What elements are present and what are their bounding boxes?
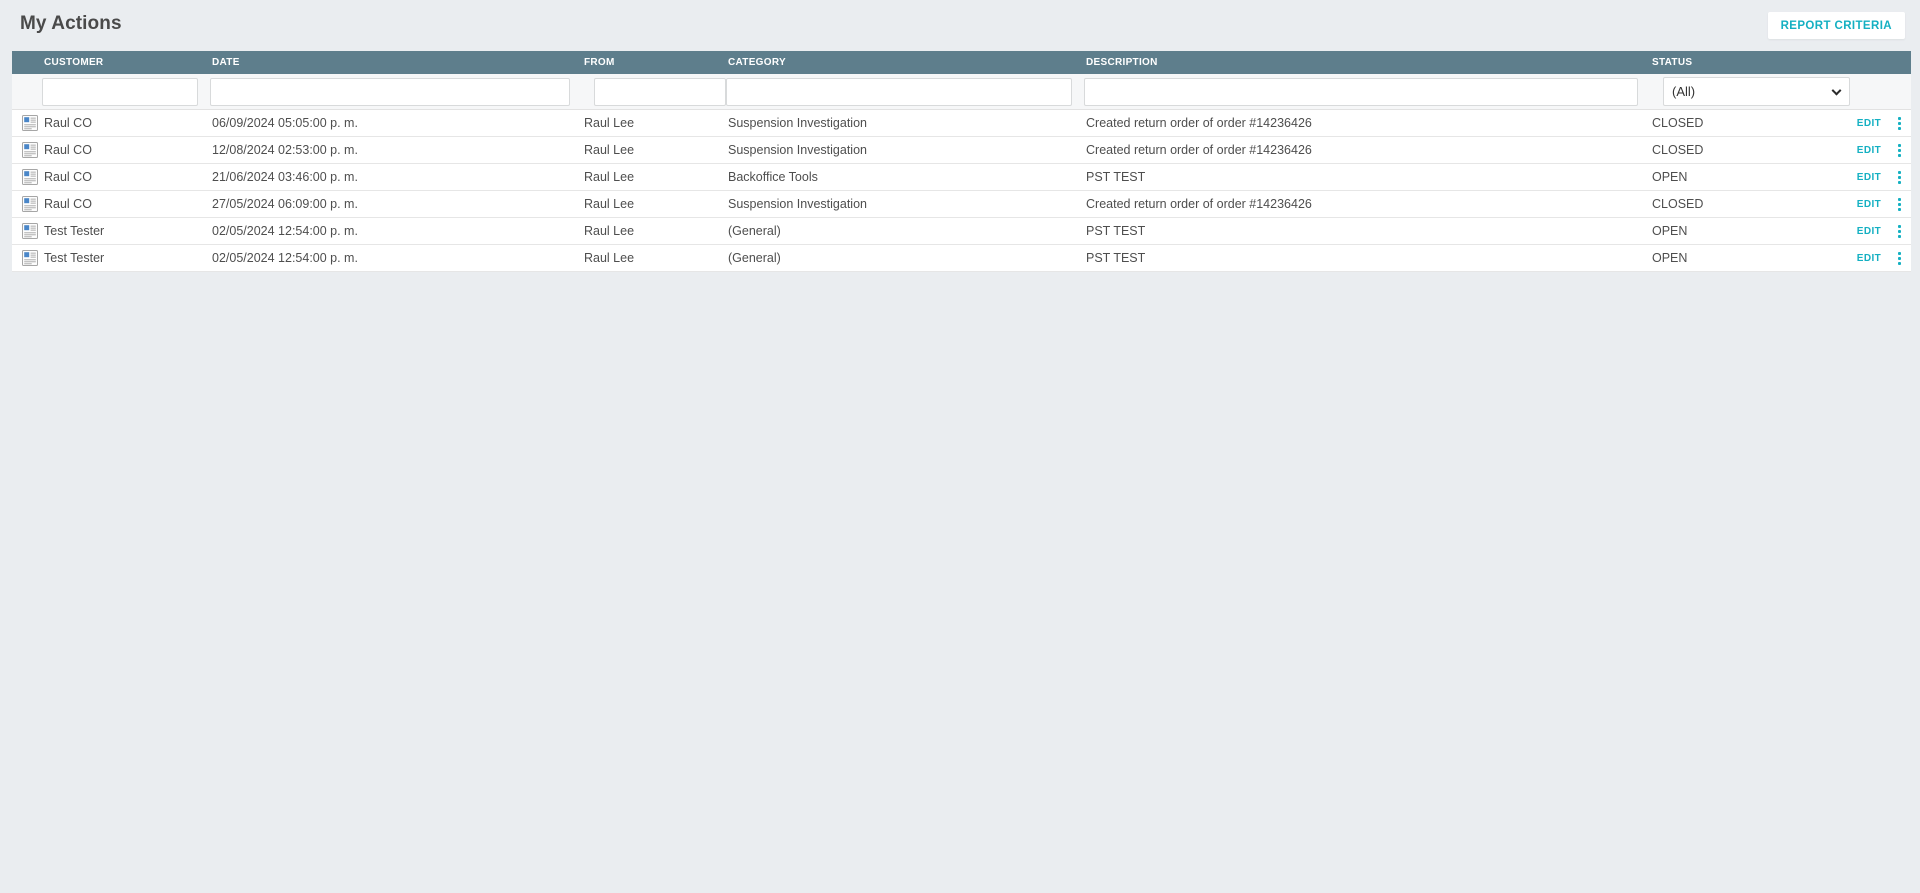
table-row: Raul CO 12/08/2024 02:53:00 p. m. Raul L…	[12, 137, 1911, 164]
cell-description: PST TEST	[1086, 251, 1146, 265]
document-note-icon	[22, 196, 38, 212]
cell-status: OPEN	[1652, 170, 1688, 184]
cell-status: OPEN	[1652, 224, 1688, 238]
cell-customer: Test Tester	[44, 224, 105, 238]
kebab-menu-icon[interactable]	[1895, 249, 1904, 268]
cell-status: OPEN	[1652, 251, 1688, 265]
kebab-menu-icon[interactable]	[1895, 222, 1904, 241]
table-filter-row: (All)	[12, 74, 1911, 110]
edit-link[interactable]: EDIT	[1856, 198, 1882, 210]
actions-table: CUSTOMER DATE FROM CATEGORY DESCRIPTION STATU…	[12, 51, 1911, 272]
cell-date: 06/09/2024 05:05:00 p. m.	[212, 116, 358, 130]
cell-date: 27/05/2024 06:09:00 p. m.	[212, 197, 358, 211]
cell-from: Raul Lee	[584, 143, 635, 157]
edit-link[interactable]: EDIT	[1856, 144, 1882, 156]
cell-status: CLOSED	[1652, 143, 1704, 157]
document-note-icon	[22, 115, 38, 131]
cell-category: (General)	[728, 251, 781, 265]
cell-customer: Test Tester	[44, 251, 105, 265]
cell-date: 02/05/2024 12:54:00 p. m.	[212, 224, 358, 238]
document-note-icon	[22, 250, 38, 266]
table-row: Raul CO 06/09/2024 05:05:00 p. m. Raul L…	[12, 110, 1911, 137]
kebab-menu-icon[interactable]	[1895, 141, 1904, 160]
cell-description: Created return order of order #14236426	[1086, 197, 1312, 211]
column-header-date[interactable]: DATE	[212, 57, 240, 68]
edit-link[interactable]: EDIT	[1856, 117, 1882, 129]
category-filter-input[interactable]	[726, 77, 1072, 106]
page-title: My Actions	[20, 13, 122, 34]
edit-link[interactable]: EDIT	[1856, 252, 1882, 264]
cell-customer: Raul CO	[44, 170, 92, 184]
kebab-menu-icon[interactable]	[1895, 114, 1904, 133]
from-filter-input[interactable]	[594, 77, 726, 106]
cell-status: CLOSED	[1652, 116, 1704, 130]
cell-description: Created return order of order #14236426	[1086, 143, 1312, 157]
cell-date: 02/05/2024 12:54:00 p. m.	[212, 251, 358, 265]
table-header-row: CUSTOMER DATE FROM CATEGORY DESCRIPTION STATU…	[12, 51, 1911, 74]
description-filter-input[interactable]	[1084, 77, 1638, 106]
document-note-icon	[22, 223, 38, 239]
cell-status: CLOSED	[1652, 197, 1704, 211]
report-criteria-button[interactable]: REPORT CRITERIA	[1767, 12, 1905, 39]
cell-from: Raul Lee	[584, 170, 635, 184]
table-body: Raul CO 06/09/2024 05:05:00 p. m. Raul L…	[12, 110, 1911, 272]
cell-customer: Raul CO	[44, 116, 92, 130]
column-header-customer[interactable]: CUSTOMER	[44, 57, 104, 68]
table-row: Raul CO 27/05/2024 06:09:00 p. m. Raul L…	[12, 191, 1911, 218]
cell-customer: Raul CO	[44, 143, 92, 157]
cell-category: (General)	[728, 224, 781, 238]
column-header-from[interactable]: FROM	[584, 57, 615, 68]
status-filter-select[interactable]: (All)	[1663, 77, 1850, 106]
table-row: Test Tester 02/05/2024 12:54:00 p. m. Ra…	[12, 245, 1911, 272]
cell-from: Raul Lee	[584, 197, 635, 211]
column-header-status[interactable]: STATUS	[1652, 57, 1693, 68]
table-row: Raul CO 21/06/2024 03:46:00 p. m. Raul L…	[12, 164, 1911, 191]
document-note-icon	[22, 169, 38, 185]
table-row: Test Tester 02/05/2024 12:54:00 p. m. Ra…	[12, 218, 1911, 245]
edit-link[interactable]: EDIT	[1856, 171, 1882, 183]
cell-category: Suspension Investigation	[728, 116, 867, 130]
column-header-category[interactable]: CATEGORY	[728, 57, 786, 68]
cell-date: 21/06/2024 03:46:00 p. m.	[212, 170, 358, 184]
cell-from: Raul Lee	[584, 224, 635, 238]
cell-description: Created return order of order #14236426	[1086, 116, 1312, 130]
customer-filter-input[interactable]	[42, 77, 198, 106]
cell-from: Raul Lee	[584, 116, 635, 130]
page-header: My Actions REPORT CRITERIA	[0, 0, 1920, 51]
kebab-menu-icon[interactable]	[1895, 195, 1904, 214]
cell-from: Raul Lee	[584, 251, 635, 265]
cell-customer: Raul CO	[44, 197, 92, 211]
cell-description: PST TEST	[1086, 224, 1146, 238]
cell-date: 12/08/2024 02:53:00 p. m.	[212, 143, 358, 157]
cell-category: Suspension Investigation	[728, 143, 867, 157]
column-header-description[interactable]: DESCRIPTION	[1086, 57, 1158, 68]
document-note-icon	[22, 142, 38, 158]
edit-link[interactable]: EDIT	[1856, 225, 1882, 237]
cell-category: Suspension Investigation	[728, 197, 867, 211]
cell-category: Backoffice Tools	[728, 170, 818, 184]
date-filter-input[interactable]	[210, 77, 570, 106]
cell-description: PST TEST	[1086, 170, 1146, 184]
kebab-menu-icon[interactable]	[1895, 168, 1904, 187]
